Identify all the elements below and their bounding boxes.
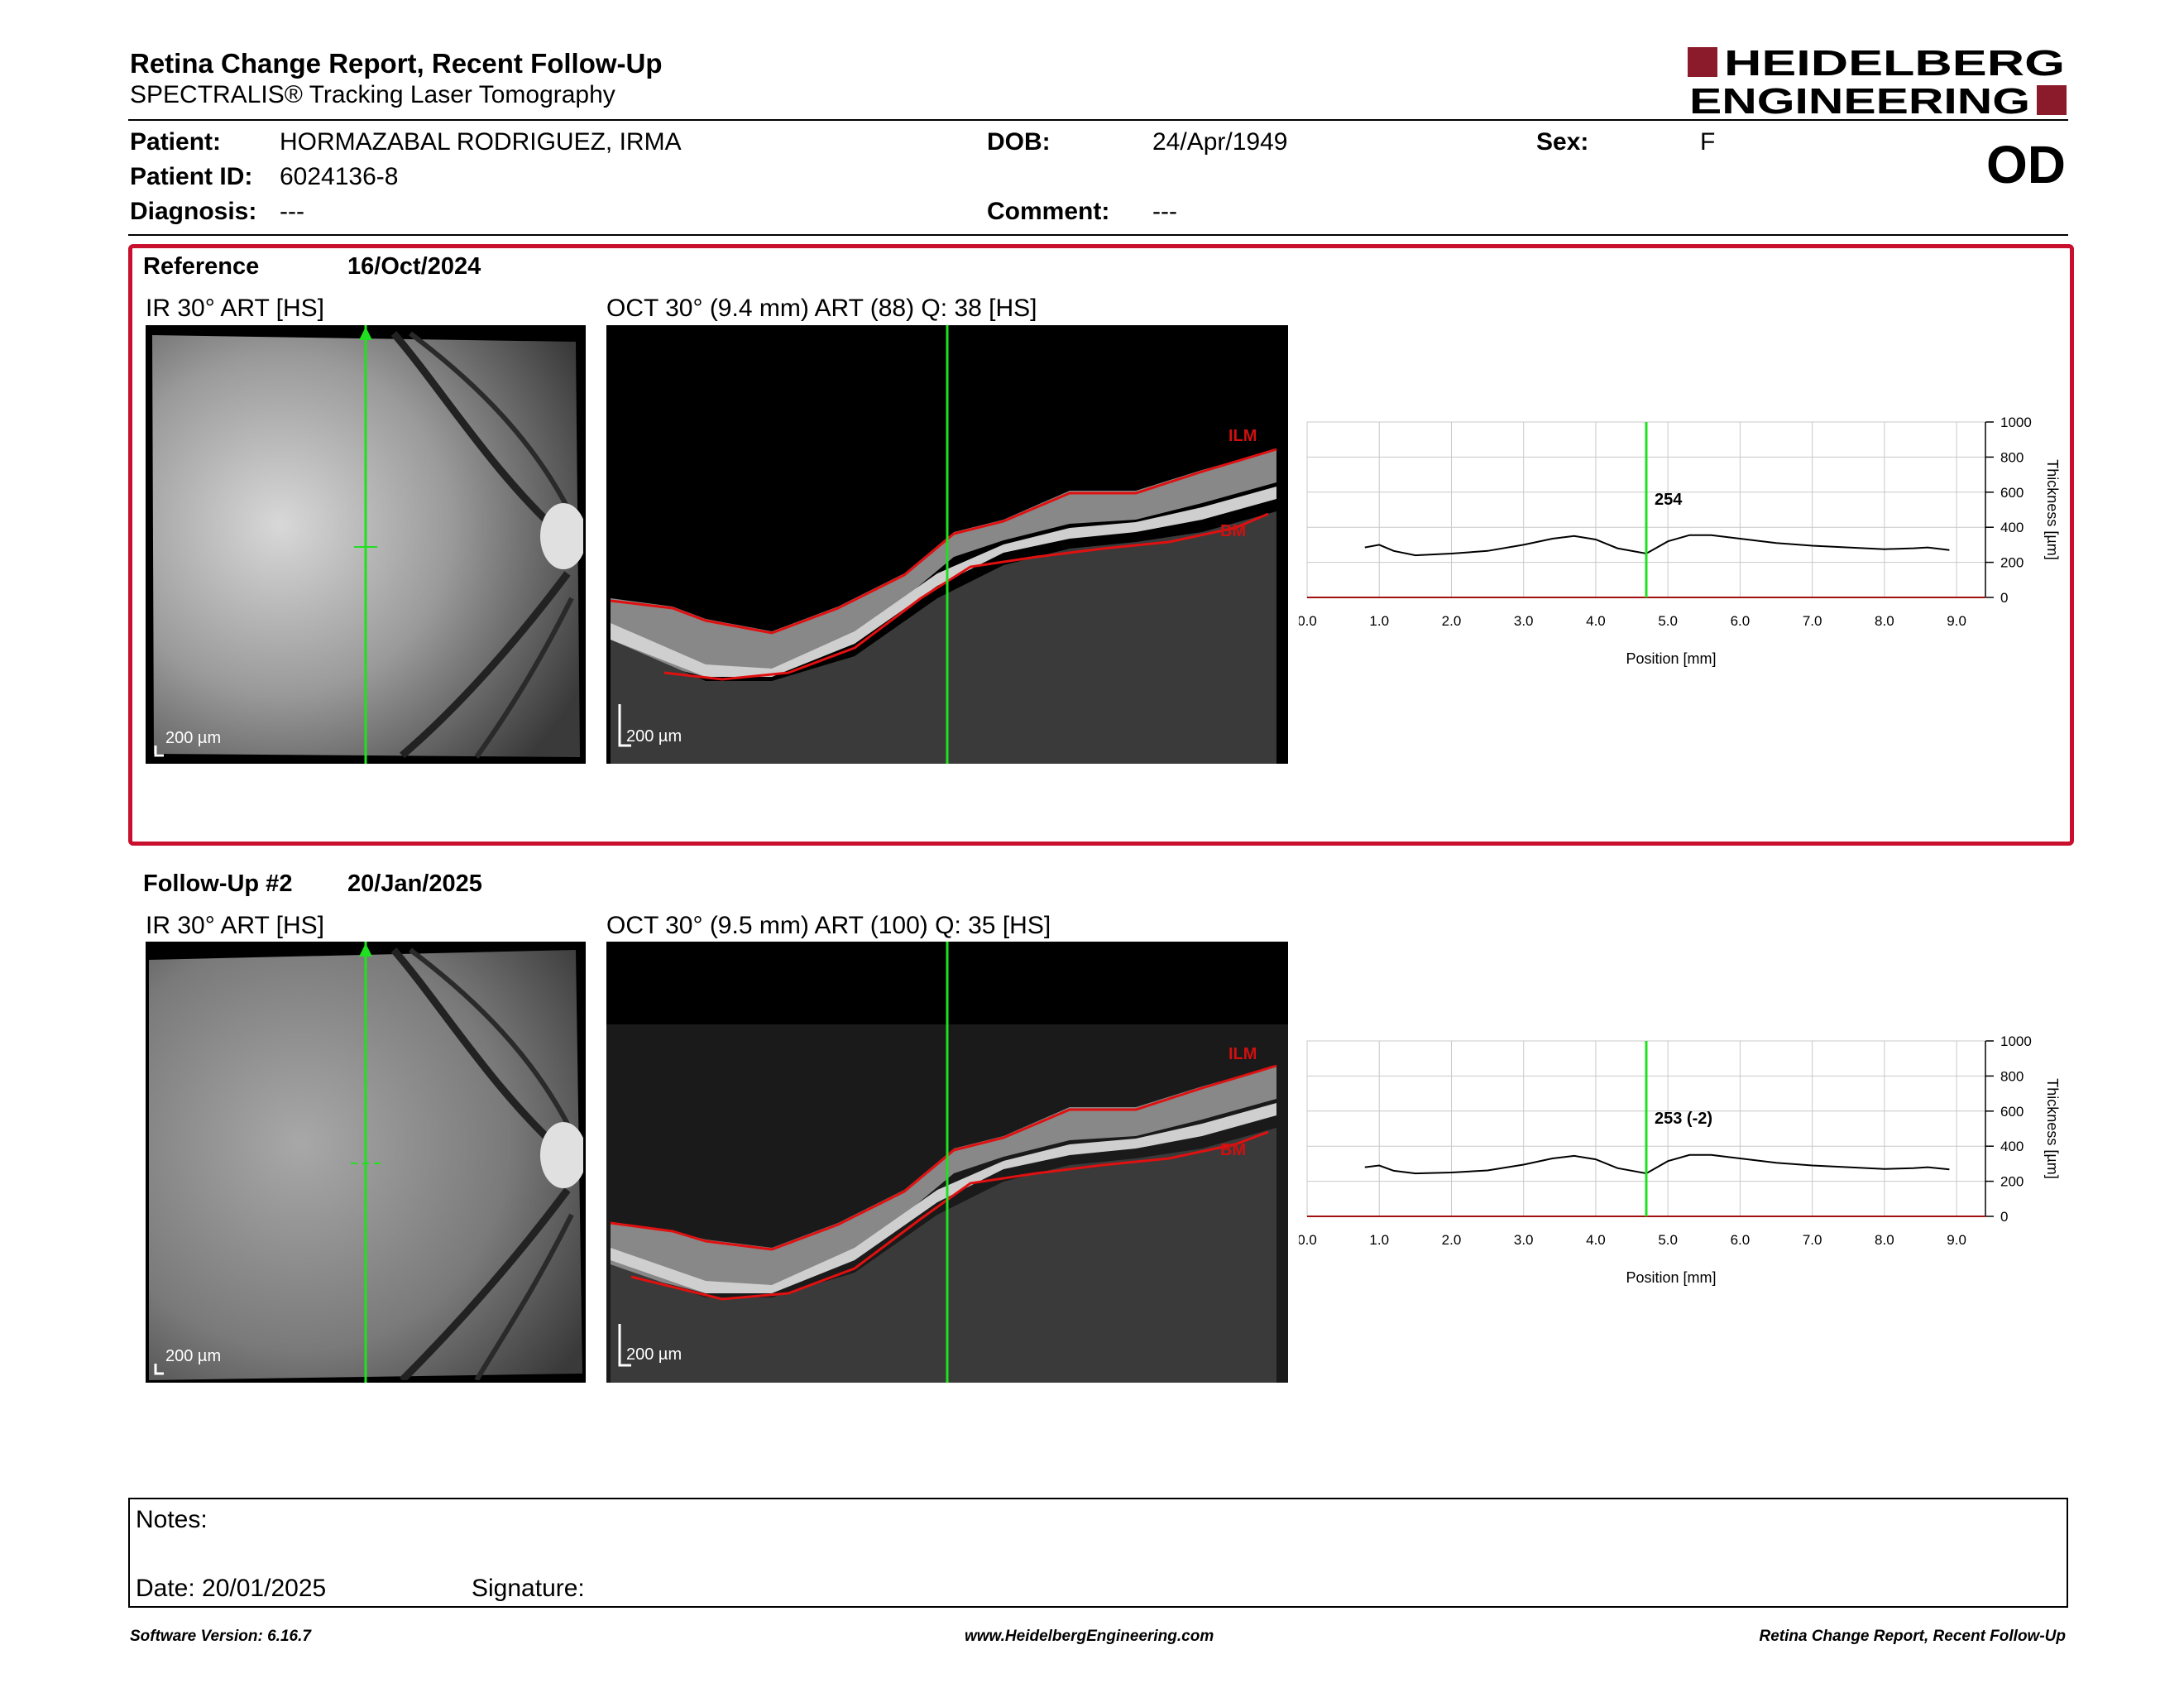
chart-xtick-label: 9.0 [1947, 613, 1966, 629]
notes-box [128, 1498, 2068, 1608]
chart-ylabel: Thickness [µm] [2044, 1078, 2061, 1178]
brand-line1: HEIDELBERG [1724, 46, 2065, 84]
followup-oct-title: OCT 30° (9.5 mm) ART (100) Q: 35 [HS] [606, 912, 1051, 939]
chart-xtick-label: 8.0 [1875, 613, 1894, 629]
patient-id: 6024136-8 [280, 163, 399, 190]
chart-xtick-label: 4.0 [1586, 613, 1606, 629]
chart-ylabel: Thickness [µm] [2044, 459, 2061, 559]
followup-ir-title: IR 30° ART [HS] [146, 912, 324, 939]
reference-ilm-label: ILM [1228, 427, 1257, 445]
comment-label: Comment: [987, 198, 1110, 225]
chart-ytick-label: 1000 [2000, 1033, 2032, 1049]
chart-xtick-label: 2.0 [1442, 613, 1462, 629]
header-divider [128, 119, 2068, 121]
chart-ytick-label: 800 [2000, 449, 2024, 465]
patient-id-label: Patient ID: [130, 163, 253, 190]
reference-ir-image: 200 µm [146, 325, 586, 764]
chart-xtick-label: 6.0 [1731, 613, 1751, 629]
reference-date: 16/Oct/2024 [347, 253, 481, 280]
chart-thickness-line [1364, 1153, 1950, 1175]
diagnosis-value: --- [280, 198, 304, 225]
footer-website[interactable]: www.HeidelbergEngineering.com [965, 1628, 1214, 1645]
chart-ytick-label: 200 [2000, 1174, 2024, 1190]
patient-divider [128, 234, 2068, 236]
heidelberg-logo: HEIDELBERG ENGINEERING [1688, 46, 2067, 117]
chart-xtick-label: 2.0 [1442, 1232, 1462, 1248]
followup-label: Follow-Up #2 [143, 870, 293, 897]
chart-marker-value: 254 [1655, 491, 1683, 509]
chart-ytick-label: 0 [2000, 590, 2008, 606]
notes-date: Date: 20/01/2025 [136, 1575, 327, 1602]
comment-value: --- [1152, 198, 1177, 225]
report-title: Retina Change Report, Recent Follow-Up [130, 48, 663, 79]
chart-ytick-label: 0 [2000, 1209, 2008, 1225]
chart-xtick-label: 1.0 [1369, 1232, 1389, 1248]
chart-xtick-label: 9.0 [1947, 1232, 1966, 1248]
reference-ir-scale: 200 µm [165, 729, 222, 747]
chart-xtick-label: 1.0 [1369, 613, 1389, 629]
chart-xtick-label: 3.0 [1514, 613, 1534, 629]
followup-thickness-chart: 0 200 400 600 800 1000 0.0 1.0 2.0 3.0 4.0 5.0 6.0 7.… [1299, 1033, 2061, 1286]
dob-label: DOB: [987, 128, 1051, 156]
notes-signature: Signature: [472, 1575, 585, 1602]
reference-oct-image: ILM BM 200 µm [606, 325, 1288, 764]
followup-bm-label: BM [1220, 1141, 1246, 1159]
chart-marker-value: 253 (-2) [1655, 1110, 1712, 1128]
chart-thickness-line [1364, 534, 1950, 557]
followup-oct-image: ILM BM 200 µm [606, 942, 1288, 1383]
footer-software-version: Software Version: 6.16.7 [130, 1628, 311, 1645]
patient-label: Patient: [130, 128, 222, 156]
chart-xtick-label: 7.0 [1803, 1232, 1822, 1248]
followup-ir-image: 200 µm [146, 942, 586, 1383]
reference-bm-label: BM [1220, 522, 1246, 540]
reference-oct-scale: 200 µm [626, 727, 682, 746]
followup-date: 20/Jan/2025 [347, 870, 482, 897]
chart-ytick-label: 1000 [2000, 415, 2032, 430]
chart-ytick-label: 600 [2000, 1104, 2024, 1120]
sex-label: Sex: [1536, 128, 1589, 156]
reference-panel [128, 244, 2074, 846]
followup-ilm-label: ILM [1228, 1045, 1257, 1063]
reference-label: Reference [143, 253, 260, 280]
chart-xtick-label: 8.0 [1875, 1232, 1894, 1248]
notes-label: Notes: [136, 1506, 208, 1533]
chart-xtick-label: 0.0 [1299, 1232, 1317, 1248]
chart-xlabel: Position [mm] [1626, 650, 1716, 667]
chart-xtick-label: 4.0 [1586, 1232, 1606, 1248]
reference-thickness-chart: 0 200 400 600 800 1000 0.0 1.0 2.0 3.0 4.0 5.0 6.0 7.… [1299, 415, 2061, 667]
chart-ytick-label: 400 [2000, 520, 2024, 535]
chart-xlabel: Position [mm] [1626, 1269, 1716, 1286]
followup-ir-scale: 200 µm [165, 1347, 222, 1365]
reference-oct-title: OCT 30° (9.4 mm) ART (88) Q: 38 [HS] [606, 295, 1037, 322]
report-subtitle: SPECTRALIS® Tracking Laser Tomography [130, 81, 615, 108]
chart-xtick-label: 3.0 [1514, 1232, 1534, 1248]
sex-value: F [1700, 128, 1716, 156]
followup-oct-scale: 200 µm [626, 1345, 682, 1364]
chart-xtick-label: 0.0 [1299, 613, 1317, 629]
chart-xtick-label: 7.0 [1803, 613, 1822, 629]
chart-xtick-label: 5.0 [1658, 613, 1678, 629]
chart-ytick-label: 600 [2000, 485, 2024, 501]
chart-ytick-label: 400 [2000, 1139, 2024, 1154]
chart-xtick-label: 6.0 [1731, 1232, 1751, 1248]
patient-name: HORMAZABAL RODRIGUEZ, IRMA [280, 128, 682, 156]
reference-ir-title: IR 30° ART [HS] [146, 295, 324, 322]
eye-indicator: OD [1986, 135, 2066, 194]
chart-ytick-label: 200 [2000, 555, 2024, 571]
dob-value: 24/Apr/1949 [1152, 128, 1288, 156]
diagnosis-label: Diagnosis: [130, 198, 257, 225]
chart-ytick-label: 800 [2000, 1068, 2024, 1084]
brand-line2: ENGINEERING [1689, 81, 2030, 117]
chart-xtick-label: 5.0 [1658, 1232, 1678, 1248]
footer-report-name: Retina Change Report, Recent Follow-Up [1759, 1628, 2066, 1645]
